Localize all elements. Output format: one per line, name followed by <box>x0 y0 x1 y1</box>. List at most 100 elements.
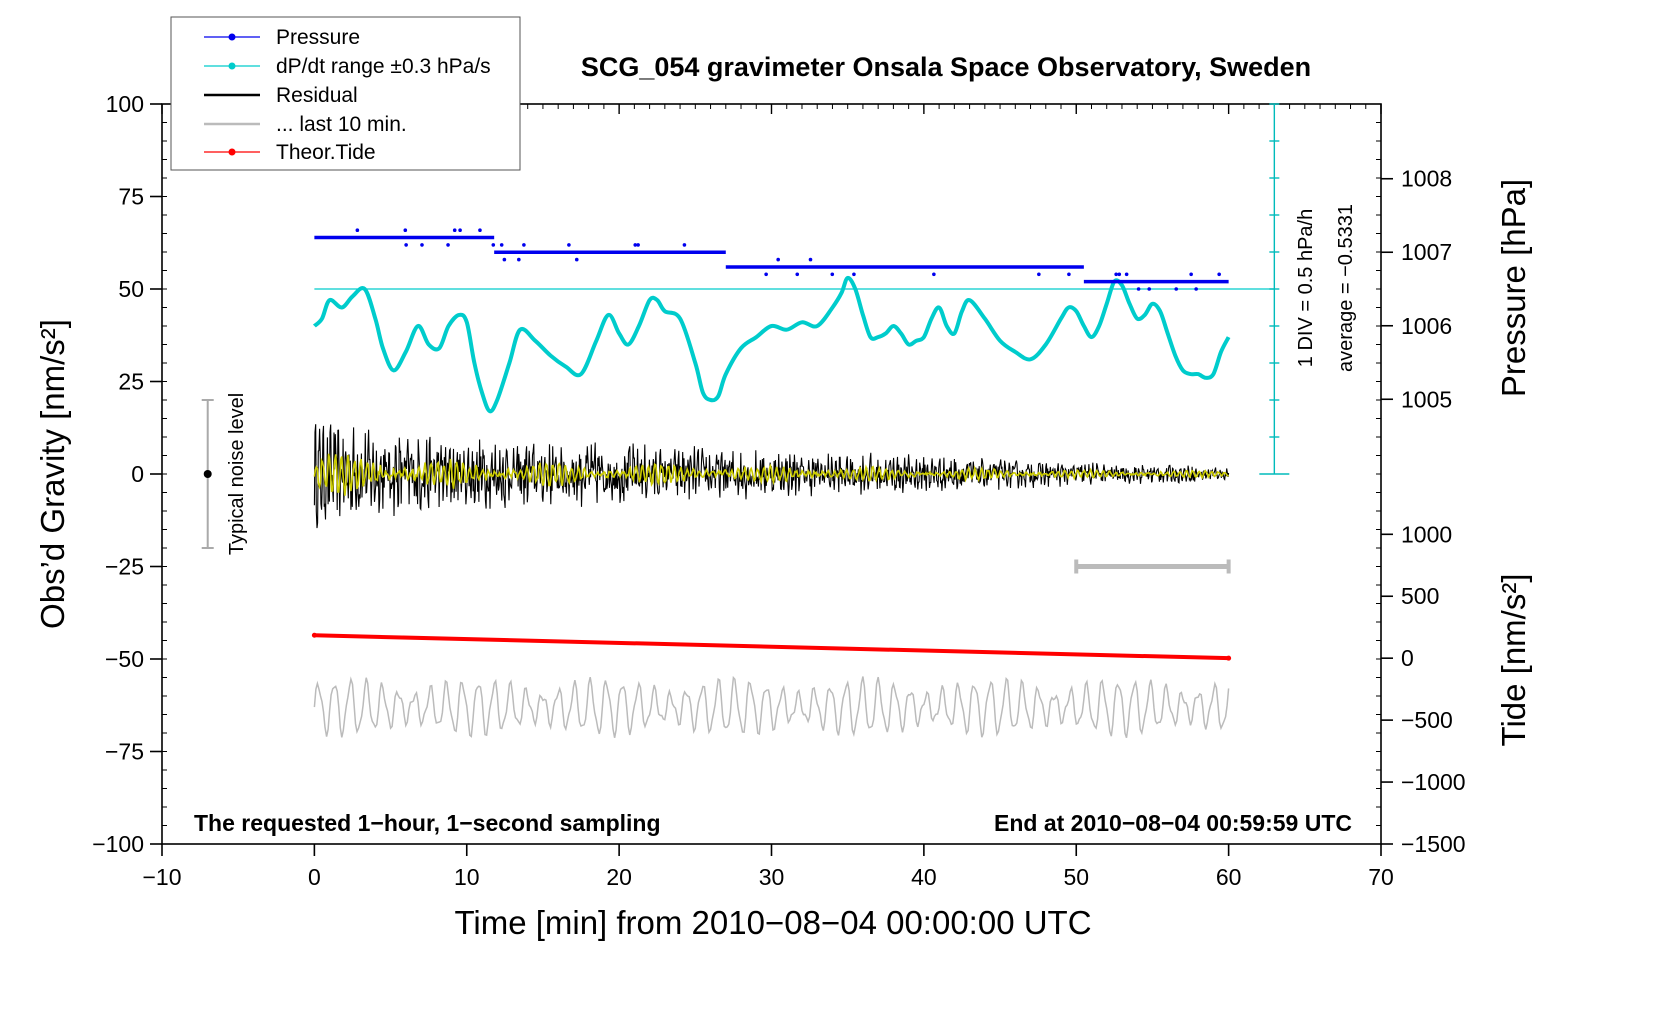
pressure-point <box>452 228 457 232</box>
chart-title: SCG_054 gravimeter Onsala Space Observat… <box>581 52 1311 82</box>
series-layer <box>311 228 1275 739</box>
pressure-point <box>574 257 579 262</box>
pressure-point <box>764 272 768 277</box>
pressure-point <box>458 228 462 232</box>
x-tick-label: 20 <box>606 864 632 890</box>
y-tick-label: −75 <box>105 739 144 765</box>
tide-tick-label: −500 <box>1401 707 1453 733</box>
tide-tick-label: −1000 <box>1401 769 1466 795</box>
x-tick-label: 50 <box>1063 864 1089 890</box>
sampling-note: The requested 1−hour, 1−second sampling <box>194 810 661 836</box>
y-tick-label: 100 <box>106 91 144 117</box>
legend-box <box>170 16 521 171</box>
pressure-point <box>404 243 408 247</box>
tide-axis: 1000 500 0 −500 −1000 −1500 <box>1381 521 1466 857</box>
noise-bar-center <box>203 470 212 478</box>
legend-label-residual: Residual <box>276 84 358 107</box>
pressure-point <box>355 228 360 232</box>
pressure-point <box>1067 272 1071 277</box>
pressure-point <box>1174 287 1179 291</box>
legend-swatch-dot <box>228 62 236 70</box>
x-tick-label: 10 <box>454 864 480 890</box>
pressure-point <box>517 257 521 262</box>
pressure-axis: 1008 1007 1006 1005 <box>1381 166 1452 412</box>
theor-tide-point <box>1226 655 1232 661</box>
pressure-point <box>1147 287 1152 291</box>
tide-tick-label: 500 <box>1401 583 1439 609</box>
pressure-point <box>808 257 813 262</box>
legend: Pressure dP/dt range ±0.3 hPa/s Residual… <box>170 16 521 171</box>
legend-swatches <box>204 33 260 156</box>
y-tick-label: 75 <box>118 184 144 210</box>
series-residual-line <box>313 424 1230 529</box>
pressure-point <box>682 243 687 247</box>
pressure-point <box>633 243 638 247</box>
pressure-point <box>567 243 571 247</box>
y-tick-label: −25 <box>105 554 144 580</box>
pressure-point <box>1124 272 1129 277</box>
pressure-point <box>491 243 496 247</box>
pressure-point <box>499 243 504 247</box>
pressure-tick-label: 1005 <box>1401 386 1452 412</box>
pressure-tick-label: 1008 <box>1401 166 1452 192</box>
noise-level-label: Typical noise level <box>226 393 248 555</box>
pressure-point <box>522 243 526 247</box>
tide-tick-label: 0 <box>1401 645 1414 671</box>
pressure-point <box>420 243 424 247</box>
tide-tick-label: 1000 <box>1401 521 1452 547</box>
pressure-point <box>1114 272 1118 277</box>
series-dpdt-line <box>312 275 1231 414</box>
y-axis-title-left: Obs’d Gravity [nm/s²] <box>34 319 71 629</box>
pressure-point <box>1117 272 1122 277</box>
theor-tide-point <box>311 632 317 638</box>
legend-label-last-10-min: ... last 10 min. <box>276 113 407 136</box>
legend-swatch-dot <box>228 148 236 156</box>
x-tick-label: 30 <box>759 864 785 890</box>
pressure-point <box>636 243 640 247</box>
y-tick-label: −100 <box>92 831 144 857</box>
legend-label-pressure: Pressure <box>276 26 360 49</box>
pressure-point <box>830 272 835 277</box>
scale-division-label: 1 DIV = 0.5 hPa/h <box>1295 209 1317 367</box>
pressure-point <box>1194 287 1198 291</box>
pressure-point <box>446 243 450 247</box>
legend-label-theor-tide: Theor.Tide <box>276 141 376 164</box>
y-tick-label: 25 <box>118 369 144 395</box>
pressure-point <box>502 257 507 262</box>
end-time-note: End at 2010−08−04 00:59:59 UTC <box>994 810 1352 836</box>
y-axis-title-tide: Tide [nm/s²] <box>1495 574 1532 747</box>
series-filtered-residual-line <box>313 453 1229 496</box>
tide-tick-label: −1500 <box>1401 831 1466 857</box>
y-tick-label: −50 <box>105 646 144 672</box>
y-tick-label: 0 <box>131 461 144 487</box>
x-tick-label: 40 <box>911 864 937 890</box>
pressure-point <box>852 272 856 277</box>
annotation-layer <box>201 103 1290 549</box>
y-tick-label: 50 <box>118 276 144 302</box>
pressure-point <box>403 228 408 232</box>
pressure-point <box>795 272 800 277</box>
legend-swatch-dot <box>228 33 236 41</box>
x-axis: −10 0 10 20 30 40 50 60 70 <box>142 104 1394 890</box>
pressure-point <box>932 272 936 277</box>
x-tick-label: 70 <box>1368 864 1394 890</box>
pressure-tick-label: 1007 <box>1401 239 1452 265</box>
x-tick-label: −10 <box>142 864 181 890</box>
pressure-point <box>478 228 482 232</box>
pressure-point <box>1037 272 1041 277</box>
series-theor-tide-line <box>314 633 1229 661</box>
x-tick-label: 0 <box>308 864 321 890</box>
pressure-point <box>1136 287 1141 291</box>
y-axis-title-pressure: Pressure [hPa] <box>1495 179 1532 397</box>
x-tick-label: 60 <box>1216 864 1242 890</box>
pressure-tick-label: 1006 <box>1401 313 1452 339</box>
pressure-point <box>776 257 780 262</box>
average-label: average = −0.5331 <box>1335 204 1357 372</box>
y-axis: 100 75 50 25 0 −25 −50 −75 −100 <box>92 91 162 857</box>
pressure-point <box>1189 272 1193 277</box>
pressure-point <box>1217 272 1221 277</box>
series-last-10-min-line <box>313 675 1230 739</box>
x-axis-title: Time [min] from 2010−08−04 00:00:00 UTC <box>454 904 1091 941</box>
legend-label-dpdt: dP/dt range ±0.3 hPa/s <box>276 55 491 78</box>
